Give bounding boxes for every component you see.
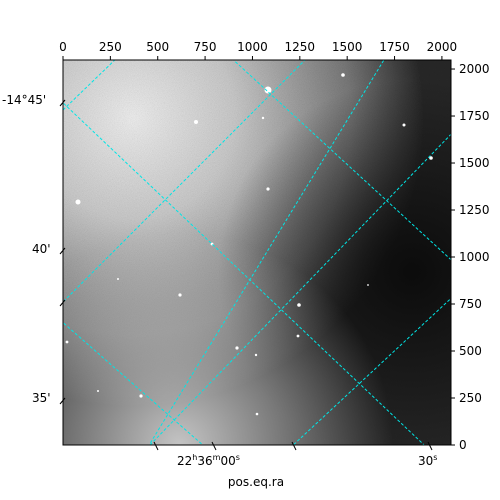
bottom-tick-label: 30s: [418, 453, 437, 468]
coordinate-grid: [63, 60, 451, 445]
top-tick-label: 1250: [285, 40, 316, 54]
right-axis: 0 250 500 750 1000 1250 1500 1750 2000: [451, 62, 490, 452]
right-tick-label: 2000: [459, 62, 490, 76]
left-tick-label: 40': [32, 242, 51, 256]
top-tick-label: 1000: [237, 40, 268, 54]
top-tick-label: 750: [194, 40, 217, 54]
top-tick-label: 500: [146, 40, 169, 54]
bottom-tick-label: 22h36m00s: [177, 453, 240, 468]
right-tick-label: 1250: [459, 203, 490, 217]
left-tick-label: -14°45': [2, 93, 46, 107]
right-tick-label: 750: [459, 297, 482, 311]
top-axis: 0 250 500 750 1000 1250 1500 1750 2000: [59, 40, 457, 60]
top-tick-label: 250: [99, 40, 122, 54]
x-axis-label: pos.eq.ra: [228, 475, 284, 489]
bottom-axis: 22h36m00s 30s: [153, 441, 437, 468]
right-tick-label: 0: [459, 438, 467, 452]
top-tick-label: 1750: [379, 40, 410, 54]
right-tick-label: 1500: [459, 156, 490, 170]
sky-image: [63, 60, 451, 445]
left-axis: -14°45' 40' 35': [2, 93, 66, 405]
top-tick-label: 0: [59, 40, 67, 54]
right-tick-label: 250: [459, 391, 482, 405]
stars: [65, 73, 433, 416]
right-tick-label: 500: [459, 344, 482, 358]
top-tick-label: 1500: [332, 40, 363, 54]
right-tick-label: 1750: [459, 109, 490, 123]
left-tick-label: 35': [32, 391, 51, 405]
plot-frame: [62, 59, 452, 446]
top-tick-label: 2000: [427, 40, 458, 54]
right-tick-label: 1000: [459, 250, 490, 264]
